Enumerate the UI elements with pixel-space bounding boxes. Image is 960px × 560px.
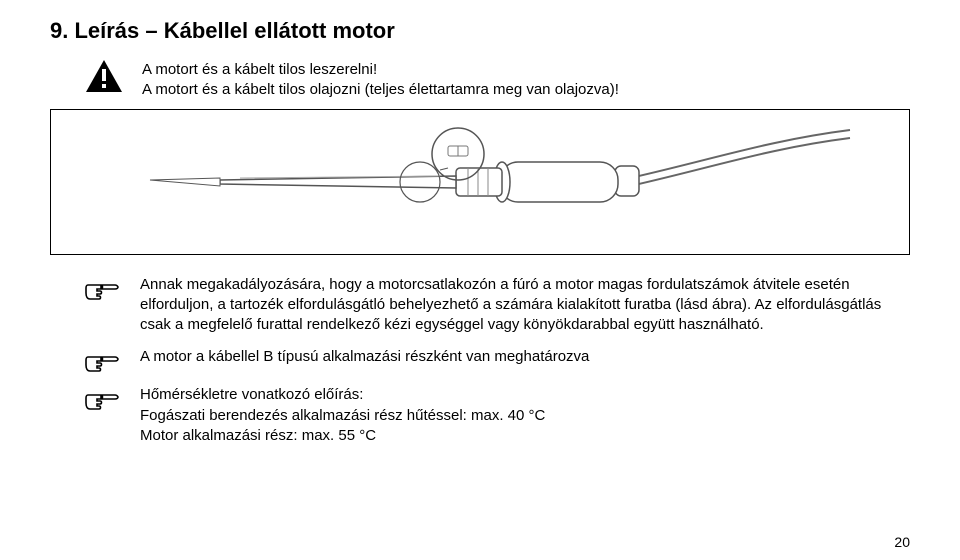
section-title: 9. Leírás – Kábellel ellátott motor: [50, 18, 910, 44]
note-text: Annak megakadályozására, hogy a motorcsa…: [140, 275, 910, 336]
note-text: A motor a kábellel B típusú alkalmazási …: [140, 347, 589, 367]
note-block: Annak megakadályozására, hogy a motorcsa…: [84, 275, 910, 336]
warning-triangle-icon: [84, 58, 124, 94]
page-number: 20: [894, 534, 910, 550]
pointing-hand-icon: [84, 347, 122, 373]
note-text: Hőmérsékletre vonatkozó előírás: Fogásza…: [140, 385, 545, 446]
warning-line: A motort és a kábelt tilos olajozni (tel…: [142, 80, 619, 100]
warning-text: A motort és a kábelt tilos leszerelni! A…: [142, 58, 619, 101]
warning-block: A motort és a kábelt tilos leszerelni! A…: [84, 58, 910, 101]
note-block: Hőmérsékletre vonatkozó előírás: Fogásza…: [84, 385, 910, 446]
note-block: A motor a kábellel B típusú alkalmazási …: [84, 347, 910, 373]
pointing-hand-icon: [84, 275, 122, 301]
warning-line: A motort és a kábelt tilos leszerelni!: [142, 60, 619, 80]
motor-illustration: [70, 110, 890, 254]
pointing-hand-icon: [84, 385, 122, 411]
motor-figure: [50, 109, 910, 255]
